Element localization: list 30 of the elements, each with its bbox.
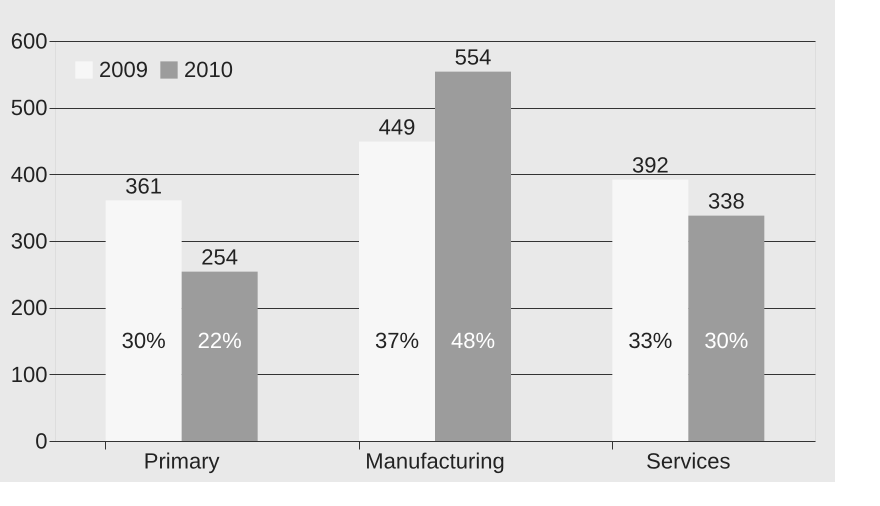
data-label: 338 xyxy=(708,188,745,214)
bar xyxy=(359,142,435,441)
annotation: 22% xyxy=(198,328,242,353)
annotation: 30% xyxy=(122,328,166,353)
x-tick-label: Manufacturing xyxy=(365,448,505,474)
annotation: 48% xyxy=(450,328,496,353)
annotation: 37% xyxy=(374,328,420,353)
annotation: 30% xyxy=(704,328,748,353)
bar xyxy=(106,200,182,441)
legend-label: 2010 xyxy=(184,57,233,82)
bar xyxy=(688,216,764,441)
legend-label: 2009 xyxy=(99,57,148,82)
data-label: 449 xyxy=(378,114,416,140)
annotation: 33% xyxy=(628,328,672,353)
y-tick-label: 0 xyxy=(35,428,48,454)
bar xyxy=(435,72,511,441)
x-tick-label: Services xyxy=(646,448,731,474)
y-tick-label: 500 xyxy=(10,95,48,120)
bar xyxy=(182,272,258,441)
y-tick-label: 400 xyxy=(10,162,48,187)
data-label: 361 xyxy=(125,173,162,198)
bar xyxy=(612,180,688,441)
x-tick-label: Primary xyxy=(144,448,220,474)
data-label: 554 xyxy=(454,44,492,70)
data-label: 254 xyxy=(201,244,238,270)
data-label: 392 xyxy=(632,152,669,178)
y-tick-label: 300 xyxy=(10,228,48,254)
y-tick-label: 600 xyxy=(10,28,48,54)
y-tick-label: 200 xyxy=(10,295,48,320)
y-tick-label: 100 xyxy=(10,362,48,387)
